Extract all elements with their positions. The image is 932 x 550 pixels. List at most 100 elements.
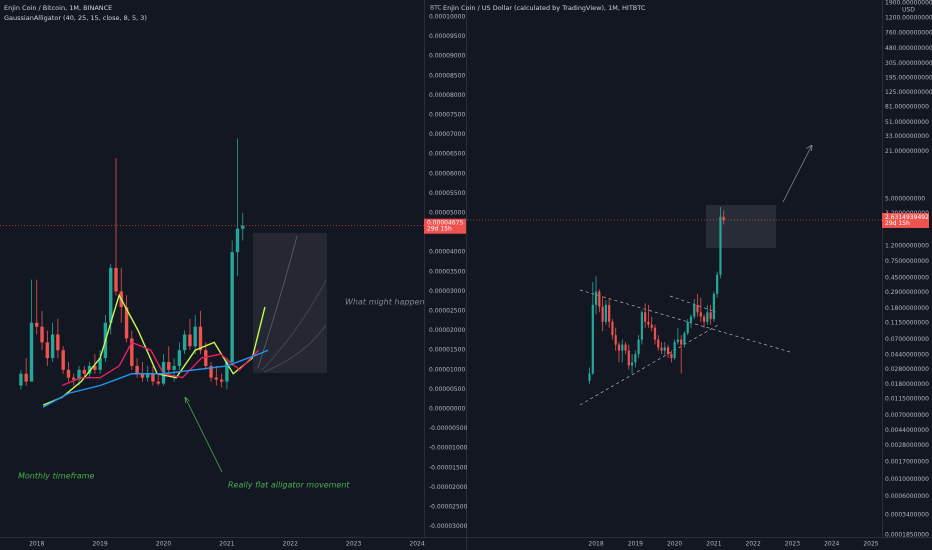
candle-body — [140, 373, 145, 378]
candle-body — [98, 358, 102, 370]
candle-body — [35, 322, 39, 327]
candle-body — [598, 291, 601, 307]
candle-body — [124, 307, 129, 339]
candle-body — [588, 373, 591, 381]
candle-body — [594, 291, 598, 305]
y-tick-label: 760.000000000 — [885, 30, 932, 37]
y-tick-label: 0.1150000000 — [885, 320, 929, 327]
candle-body — [77, 369, 81, 380]
y-tick-label: 0.00001500 — [429, 347, 465, 354]
x-tick-label: 2024 — [824, 541, 839, 548]
candle-body — [680, 339, 683, 345]
candle-body — [24, 373, 28, 382]
y-tick-label: -0.00003000 — [429, 523, 468, 530]
candle-body — [650, 324, 653, 328]
y-tick-label: 0.00005500 — [429, 190, 465, 197]
y-tick-label: 0.00000000 — [429, 406, 465, 413]
candle-body — [145, 373, 150, 378]
candle-body — [61, 350, 65, 370]
candle-body — [50, 334, 55, 359]
x-tick-label: 2021 — [219, 541, 234, 548]
x-tick-label: 2020 — [156, 541, 171, 548]
y-tick-label: 0.00009000 — [429, 53, 465, 60]
y-tick-label: 0.00000500 — [429, 386, 465, 393]
y-tick-label: 0.00008500 — [429, 72, 465, 79]
annotation: Really flat alligator movement — [228, 481, 350, 490]
candle-body — [709, 312, 712, 320]
candle-body — [617, 344, 621, 351]
candle-body — [647, 321, 650, 325]
y-tick-label: 1.2000000000 — [885, 242, 929, 249]
y-tick-label: 0.00010000 — [429, 13, 465, 20]
candle-body — [87, 365, 92, 374]
x-tick-label: 2022 — [746, 541, 761, 548]
axis-unit: BTC — [430, 5, 442, 12]
y-tick-label: 5.000000000 — [885, 195, 925, 202]
candle-body — [29, 322, 34, 382]
candle-body — [722, 216, 725, 220]
candle-body — [614, 335, 617, 345]
candle-body — [712, 293, 715, 320]
indicator-label: GaussianAlligator (40, 25, 15, close, 8,… — [4, 14, 147, 22]
y-tick-label: 0.00005000 — [429, 209, 465, 216]
candle-body — [640, 312, 644, 340]
candle-body — [689, 316, 693, 322]
x-tick-label: 2023 — [346, 541, 361, 548]
candle-body — [666, 347, 670, 355]
candle-body — [716, 274, 719, 294]
projection-curve — [261, 279, 327, 371]
axis-unit: USD — [902, 7, 915, 14]
x-tick-label: 2018 — [29, 541, 44, 548]
candle-body — [214, 377, 219, 380]
price-tag-label: 2.6314939492 — [885, 214, 929, 221]
trendline — [669, 295, 717, 313]
x-tick-label: 2019 — [628, 541, 643, 548]
arrow-head — [806, 144, 813, 152]
x-tick-label: 2018 — [588, 541, 603, 548]
countdown: 29d 15h — [885, 220, 910, 227]
candle-body — [644, 312, 647, 322]
y-tick-label: 0.0017000000 — [885, 459, 929, 466]
candle-body — [204, 350, 208, 366]
y-tick-label: 0.4500000000 — [885, 275, 929, 282]
candle-body — [627, 350, 630, 366]
candle-body — [156, 381, 160, 384]
candle-body — [670, 354, 673, 358]
y-tick-label: 0.0006000000 — [885, 493, 929, 500]
y-tick-label: 0.0044000000 — [885, 427, 929, 434]
candle-body — [19, 373, 23, 386]
y-tick-label: 0.0001850000 — [885, 532, 929, 539]
countdown: 29d 15h — [427, 226, 452, 233]
arrow — [782, 144, 813, 203]
candle-body — [151, 373, 155, 382]
y-tick-label: -0.00001000 — [429, 445, 468, 452]
x-tick-label: 2025 — [863, 541, 878, 548]
y-tick-label: 81.000000000 — [885, 104, 929, 111]
candle-body — [56, 334, 60, 351]
y-tick-label: 0.00006000 — [429, 170, 465, 177]
y-tick-label: 0.0115000000 — [885, 396, 929, 403]
candle-body — [601, 306, 604, 322]
y-tick-label: -0.00002000 — [429, 484, 468, 491]
y-tick-label: 0.0010000000 — [885, 476, 929, 483]
y-tick-label: 0.00006500 — [429, 151, 465, 158]
candle-body — [182, 334, 187, 351]
candle-body — [660, 347, 663, 351]
y-tick-label: 0.0028000000 — [885, 442, 929, 449]
projection-box — [253, 233, 327, 373]
candle-body — [673, 341, 676, 358]
candle-body — [82, 369, 86, 374]
candle-body — [630, 362, 634, 366]
candle-body — [219, 379, 224, 382]
chart-title: Enjin Coin / Bitcoin, 1M, BINANCE — [4, 4, 112, 12]
candle-body — [241, 225, 245, 229]
y-tick-label: 0.00004000 — [429, 249, 465, 256]
candle-body — [109, 267, 113, 323]
y-tick-label: 0.00002000 — [429, 327, 465, 334]
price-tag — [882, 212, 929, 228]
y-tick-label: 0.7500000000 — [885, 258, 929, 265]
alligator-line — [61, 341, 260, 387]
y-tick-label: 0.0700000000 — [885, 336, 929, 343]
